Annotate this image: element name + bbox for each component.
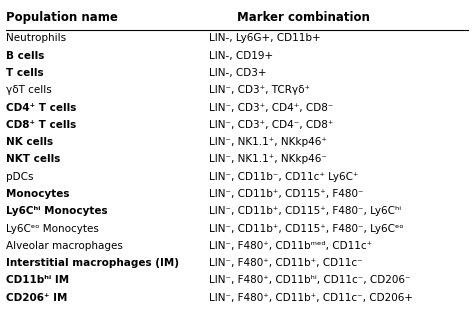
Text: Population name: Population name — [6, 11, 118, 24]
Text: Monocytes: Monocytes — [6, 189, 70, 199]
Text: Ly6Cᵉᵒ Monocytes: Ly6Cᵉᵒ Monocytes — [6, 224, 99, 234]
Text: LIN⁻, F480⁺, CD11b⁺, CD11c⁻, CD206+: LIN⁻, F480⁺, CD11b⁺, CD11c⁻, CD206+ — [209, 293, 413, 303]
Text: B cells: B cells — [6, 51, 45, 61]
Text: LIN⁻, NK1.1⁺, NKkp46⁺: LIN⁻, NK1.1⁺, NKkp46⁺ — [209, 137, 327, 147]
Text: pDCs: pDCs — [6, 172, 34, 182]
Text: LIN⁻, CD11b⁺, CD115⁺, F480⁻, Ly6Cʰⁱ: LIN⁻, CD11b⁺, CD115⁺, F480⁻, Ly6Cʰⁱ — [209, 206, 401, 216]
Text: LIN⁻, CD11b⁻, CD11c⁺ Ly6C⁺: LIN⁻, CD11b⁻, CD11c⁺ Ly6C⁺ — [209, 172, 358, 182]
Text: LIN⁻, CD3⁺, TCRγδ⁺: LIN⁻, CD3⁺, TCRγδ⁺ — [209, 85, 310, 95]
Text: LIN⁻, CD11b⁺, CD115⁺, F480⁻: LIN⁻, CD11b⁺, CD115⁺, F480⁻ — [209, 189, 363, 199]
Text: LIN-, CD19+: LIN-, CD19+ — [209, 51, 273, 61]
Text: LIN-, CD3+: LIN-, CD3+ — [209, 68, 266, 78]
Text: LIN⁻, F480⁺, CD11b⁺, CD11c⁻: LIN⁻, F480⁺, CD11b⁺, CD11c⁻ — [209, 258, 362, 268]
Text: CD8⁺ T cells: CD8⁺ T cells — [6, 120, 76, 130]
Text: CD4⁺ T cells: CD4⁺ T cells — [6, 103, 76, 113]
Text: Neutrophils: Neutrophils — [6, 33, 66, 43]
Text: LIN⁻, CD11b⁺, CD115⁺, F480⁻, Ly6Cᵉᵒ: LIN⁻, CD11b⁺, CD115⁺, F480⁻, Ly6Cᵉᵒ — [209, 224, 403, 234]
Text: LIN⁻, CD3⁺, CD4⁻, CD8⁺: LIN⁻, CD3⁺, CD4⁻, CD8⁺ — [209, 120, 333, 130]
Text: LIN⁻, CD3⁺, CD4⁺, CD8⁻: LIN⁻, CD3⁺, CD4⁺, CD8⁻ — [209, 103, 333, 113]
Text: CD11bʰⁱ IM: CD11bʰⁱ IM — [6, 276, 69, 286]
Text: Alveolar macrophages: Alveolar macrophages — [6, 241, 123, 251]
Text: NK cells: NK cells — [6, 137, 53, 147]
Text: CD206⁺ IM: CD206⁺ IM — [6, 293, 67, 303]
Text: T cells: T cells — [6, 68, 44, 78]
Text: γδT cells: γδT cells — [6, 85, 52, 95]
Text: LIN⁻, F480⁺, CD11bʰⁱ, CD11c⁻, CD206⁻: LIN⁻, F480⁺, CD11bʰⁱ, CD11c⁻, CD206⁻ — [209, 276, 410, 286]
Text: Marker combination: Marker combination — [237, 11, 370, 24]
Text: LIN⁻, NK1.1⁺, NKkp46⁻: LIN⁻, NK1.1⁺, NKkp46⁻ — [209, 154, 327, 164]
Text: Interstitial macrophages (IM): Interstitial macrophages (IM) — [6, 258, 179, 268]
Text: NKT cells: NKT cells — [6, 154, 61, 164]
Text: Ly6Cʰⁱ Monocytes: Ly6Cʰⁱ Monocytes — [6, 206, 108, 216]
Text: LIN-, Ly6G+, CD11b+: LIN-, Ly6G+, CD11b+ — [209, 33, 320, 43]
Text: LIN⁻, F480⁺, CD11bᵐᵉᵈ, CD11c⁺: LIN⁻, F480⁺, CD11bᵐᵉᵈ, CD11c⁺ — [209, 241, 372, 251]
